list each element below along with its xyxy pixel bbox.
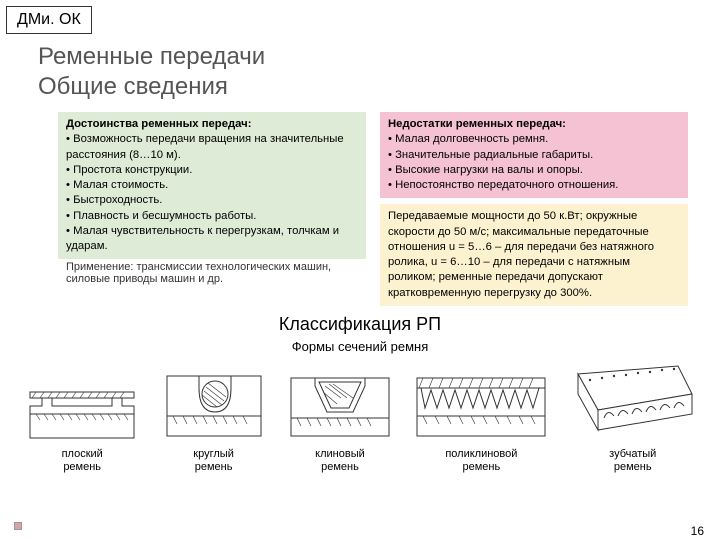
title-line-1: Ременные передачи [38, 42, 720, 72]
belt-flat: плоскийремень [22, 380, 142, 474]
adv-item: Плавность и бесшумность работы. [73, 210, 256, 222]
belt-flat-icon [22, 380, 142, 440]
adv-item: Быстроходность. [73, 194, 162, 206]
course-tag: ДМи. ОК [6, 6, 92, 34]
parameters-box: Передаваемые мощности до 50 к.Вт; окружн… [380, 204, 688, 306]
belt-toothed-icon [568, 360, 698, 440]
classification-heading: Классификация РП [0, 306, 720, 337]
belt-polyv: поликлиновойремень [411, 368, 551, 474]
adv-item: Простота конструкции. [73, 164, 192, 176]
adv-item: Возможность передачи вращения на значите… [66, 133, 344, 160]
belt-flat-label: плоскийремень [62, 442, 103, 474]
belt-toothed-label: зубчатыйремень [609, 442, 656, 474]
belt-toothed: зубчатыйремень [568, 360, 698, 474]
dis-item: Высокие нагрузки на валы и опоры. [395, 164, 583, 176]
dis-item: Значительные радиальные габариты. [395, 149, 593, 161]
content-columns: Достоинства ременных передач: • Возможно… [0, 112, 720, 306]
adv-item: Малая чувствительность к перегрузкам, то… [66, 225, 339, 252]
belt-round-icon [159, 368, 269, 440]
belt-diagrams-row: плоскийремень круглыйрем [0, 358, 720, 474]
forms-subheading: Формы сечений ремня [0, 337, 720, 358]
belt-round-label: круглыйремень [193, 442, 234, 474]
belt-v-label: клиновыйремень [315, 442, 365, 474]
belt-polyv-label: поликлиновойремень [445, 442, 517, 474]
belt-polyv-icon [411, 368, 551, 440]
advantages-box: Достоинства ременных передач: • Возможно… [58, 112, 366, 259]
dis-item: Непостоянство передаточного отношения. [395, 179, 618, 191]
dis-item: Малая долговечность ремня. [395, 133, 548, 145]
left-column: Достоинства ременных передач: • Возможно… [58, 112, 366, 306]
belt-round: круглыйремень [159, 368, 269, 474]
title-line-2: Общие сведения [38, 72, 720, 102]
corner-marker [14, 522, 22, 530]
belt-v-icon [285, 368, 395, 440]
advantages-heading: Достоинства ременных передач: [66, 118, 251, 130]
right-column: Недостатки ременных передач: • Малая дол… [380, 112, 688, 306]
belt-v: клиновыйремень [285, 368, 395, 474]
disadvantages-box: Недостатки ременных передач: • Малая дол… [380, 112, 688, 198]
page-title: Ременные передачи Общие сведения [0, 34, 720, 112]
application-note: Применение: трансмиссии технологических … [58, 259, 366, 289]
page-number: 16 [691, 524, 704, 538]
disadvantages-heading: Недостатки ременных передач: [388, 118, 566, 130]
adv-item: Малая стоимость. [73, 179, 168, 191]
